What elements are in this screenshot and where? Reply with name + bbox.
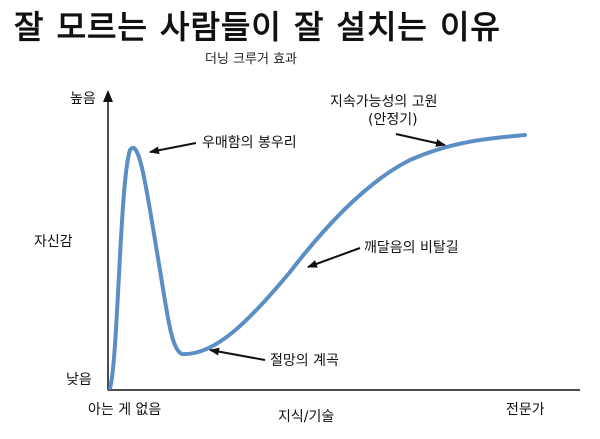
page-subtitle: 더닝 크루거 효과 [205,52,297,67]
plateau-sublabel: (안정기) [368,112,418,128]
y-axis-high-label: 높음 [70,91,96,107]
x-axis-end-label: 전문가 [506,402,545,418]
peak-label: 우매함의 봉우리 [202,135,297,151]
y-axis-low-label: 낮음 [66,372,92,388]
slope-label: 깨달음의 비탈길 [364,240,459,256]
peak-arrow [149,142,197,155]
valley-arrow [209,347,266,361]
plateau-arrow [395,133,446,147]
y-axis-arrow-icon [103,90,113,102]
confidence-curve [108,133,527,390]
y-axis-label: 자신감 [34,234,73,250]
page-title: 잘 모르는 사람들이 잘 설치는 이유 [14,8,501,46]
valley-label: 절망의 계곡 [270,353,339,369]
slope-arrow [307,247,361,268]
x-axis-label: 지식/기술 [278,409,334,425]
plateau-label: 지속가능성의 고원 [330,94,438,110]
x-axis-start-label: 아는 게 없음 [88,402,161,418]
